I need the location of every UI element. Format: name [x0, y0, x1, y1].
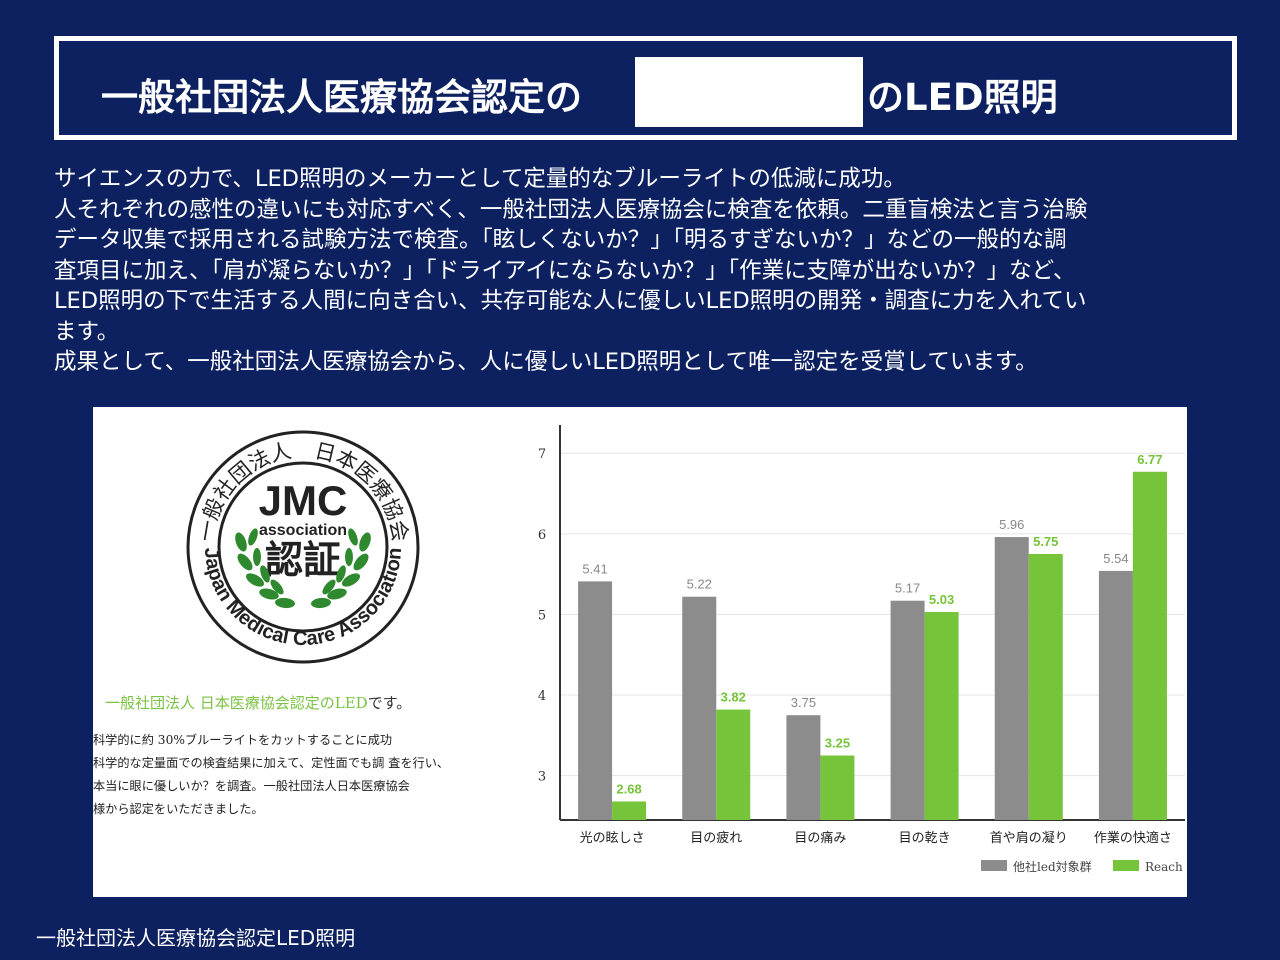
certification-line: 様から認定をいただきました。	[93, 802, 264, 816]
data-label: 5.41	[582, 561, 607, 576]
data-label: 6.77	[1137, 452, 1162, 467]
data-label: 3.25	[825, 736, 850, 751]
y-tick-label: 3	[538, 770, 546, 785]
seal-logo: JMC	[259, 477, 348, 524]
data-label: 5.54	[1103, 551, 1128, 566]
intro-line: 人それぞれの感性の違いにも対応すべく、一般社団法人医療協会に検査を依頼。二重盲検…	[54, 196, 1088, 223]
bar-reach	[924, 612, 959, 820]
legend-label: Reach	[1145, 860, 1183, 874]
certification-body: 科学的に約 30%ブルーライトをカットすることに成功 科学的な定量面での検査結果…	[93, 729, 449, 821]
data-label: 5.03	[929, 592, 954, 607]
x-tick-label: 首や肩の凝り	[990, 830, 1068, 846]
comparison-bar-chart: 3 4 5 6 7 5.41 2.68 光の眩しさ 5.22 3.82 目の疲れ 3.75 3.25 目の…	[538, 425, 1185, 874]
data-label: 2.68	[616, 781, 641, 796]
data-label: 5.96	[999, 517, 1024, 532]
certification-heading-green: 一般社団法人 日本医療協会認定のLED	[105, 694, 368, 712]
intro-line: 成果として、一般社団法人医療協会から、人に優しいLED照明として唯一認定を受賞し…	[54, 349, 1038, 375]
legend-swatch	[981, 860, 1007, 871]
intro-text: サイエンスの力で、LED照明のメーカーとして定量的なブルーライトの低減に成功。 …	[54, 164, 1254, 378]
y-tick-label: 7	[538, 447, 546, 462]
intro-line: ます。	[54, 318, 120, 345]
seal-sub: association	[259, 522, 347, 539]
bar-reach	[820, 755, 855, 820]
x-tick-label: 作業の快適さ	[1094, 830, 1172, 846]
seal-outer-ring	[186, 430, 420, 664]
laurel-left-icon	[235, 528, 295, 609]
bar-other	[994, 537, 1029, 820]
bar-other	[890, 600, 925, 820]
data-label: 5.22	[687, 577, 712, 592]
y-tick-label: 6	[538, 528, 546, 543]
y-tick-label: 5	[538, 608, 546, 623]
page-title-part1: 一般社団法人医療協会認定の	[101, 76, 582, 119]
x-tick-label: 目の痛み	[794, 830, 846, 846]
certification-heading-suffix: です。	[367, 694, 412, 712]
y-tick-label: 4	[538, 689, 546, 704]
x-tick-label: 目の疲れ	[690, 830, 742, 846]
intro-line: LED照明の下で生活する人間に向き合い、共存可能な人に優しいLED照明の開発・調…	[54, 288, 1087, 314]
redacted-brand-box	[635, 57, 863, 127]
title-box: 一般社団法人医療協会認定の のLED照明	[54, 36, 1237, 140]
data-label: 3.75	[791, 695, 816, 710]
certification-seal: 一般社団法人 日本医療協会 Japan Medical Care Associa…	[186, 430, 420, 664]
data-label: 5.17	[895, 581, 920, 596]
footer-caption: 一般社団法人医療協会認定LED照明	[36, 926, 356, 950]
x-tick-label: 光の眩しさ	[580, 830, 645, 846]
legend-swatch	[1113, 860, 1139, 871]
intro-line: データ収集で採用される試験方法で検査。「眩しくないか？」「明るすぎないか？」など…	[54, 227, 1067, 253]
certification-line: 科学的な定量面での検査結果に加えて、定性面でも調 査を行い、	[93, 756, 450, 770]
certification-line: 科学的に約 30%ブルーライトをカットすることに成功	[93, 733, 393, 747]
page-title-part2: のLED照明	[867, 76, 1058, 119]
intro-line: サイエンスの力で、LED照明のメーカーとして定量的なブルーライトの低減に成功。	[54, 166, 906, 192]
laurel-right-icon	[311, 528, 371, 609]
data-label: 3.82	[721, 690, 746, 705]
bar-other	[682, 596, 717, 820]
bar-reach	[1028, 553, 1063, 820]
bar-reach	[612, 801, 647, 820]
data-label: 5.75	[1033, 534, 1058, 549]
seal-kanji: 認証	[265, 538, 341, 582]
bar-reach	[716, 709, 751, 820]
seal-inner-ring	[217, 461, 389, 633]
bar-other	[786, 715, 821, 820]
content-panel: 一般社団法人 日本医療協会 Japan Medical Care Associa…	[93, 407, 1187, 897]
certification-heading: 一般社団法人 日本医療協会認定のLEDです。	[105, 692, 411, 713]
x-tick-label: 目の乾き	[899, 831, 951, 846]
bar-other	[578, 581, 613, 820]
bar-other	[1098, 570, 1133, 820]
legend-label: 他社led対象群	[1013, 859, 1092, 874]
intro-line: 査項目に加え、「肩が凝らないか？」「ドライアイにならないか？」「作業に支障が出な…	[54, 257, 1076, 284]
bar-reach	[1132, 471, 1167, 820]
certification-line: 本当に眼に優しいか？を調査。一般社団法人日本医療協会	[93, 779, 410, 793]
